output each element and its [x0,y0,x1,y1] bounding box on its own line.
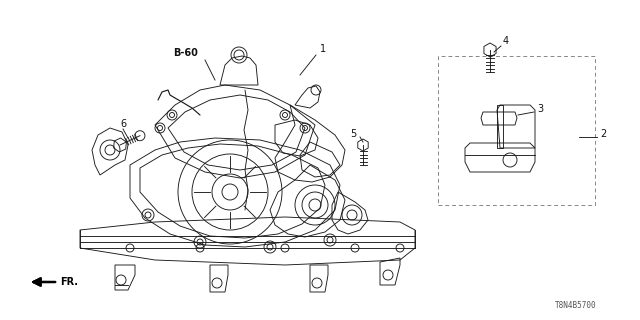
Text: 5: 5 [350,129,356,139]
Bar [438,56,595,205]
Text: 4: 4 [503,36,509,46]
Text: B-60: B-60 [173,48,198,58]
Text: 1: 1 [320,44,326,54]
Text: 6: 6 [120,119,126,129]
Text: 2: 2 [600,129,606,139]
Text: FR.: FR. [60,277,78,287]
Text: T8N4B5700: T8N4B5700 [555,301,597,310]
Text: 3: 3 [537,104,543,114]
